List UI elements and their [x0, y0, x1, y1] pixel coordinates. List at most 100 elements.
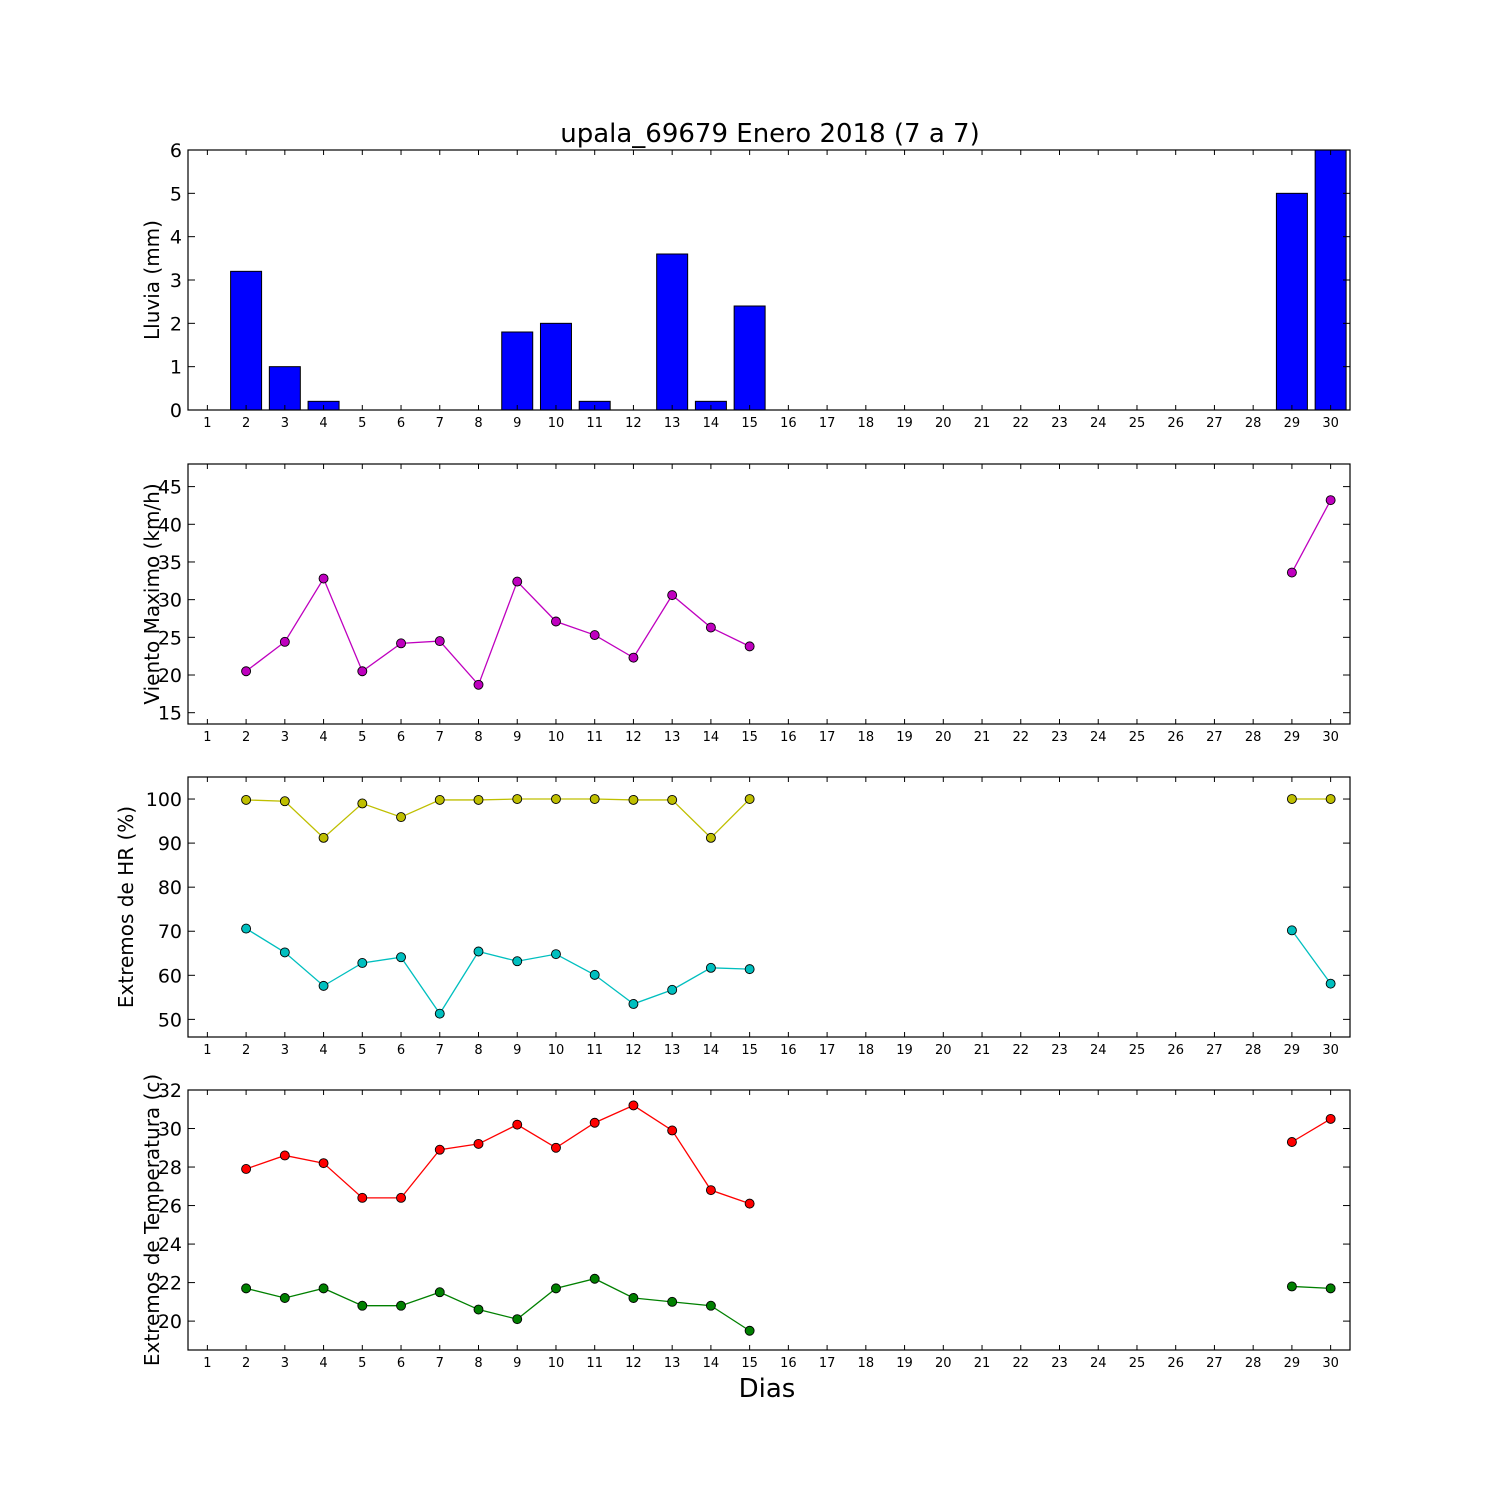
xtick-label: 10: [548, 1043, 565, 1058]
xtick-label: 30: [1322, 730, 1339, 745]
point-day-13: [667, 984, 678, 995]
xtick-label: 12: [625, 1356, 642, 1371]
xtick-label: 27: [1206, 1356, 1223, 1371]
point-day-6: [396, 952, 406, 963]
xtick-label: 21: [974, 416, 991, 431]
series-2-line: [1291, 1285, 1331, 1290]
xtick-label: 19: [896, 730, 913, 745]
series-2: [241, 1273, 1336, 1336]
xtick-label: 9: [513, 1356, 521, 1371]
xtick-label: 11: [586, 416, 603, 431]
point-day-4: [318, 832, 329, 843]
point-day-2: [241, 794, 252, 805]
xtick-label: 10: [548, 1356, 565, 1371]
series-2: [241, 923, 1336, 1019]
xtick-label: 28: [1245, 1043, 1262, 1058]
xtick-label: 19: [896, 416, 913, 431]
series-1-line: [245, 577, 750, 687]
xtick-label: 1: [203, 730, 211, 745]
y-axis-label: Viento Maximo (km/h): [140, 483, 164, 704]
xtick-label: 23: [1051, 730, 1068, 745]
ytick-label: 5: [170, 183, 182, 205]
xtick-label: 2: [242, 1356, 250, 1371]
point-day-6: [396, 1192, 406, 1203]
point-day-14: [705, 1185, 716, 1196]
xtick-label: 5: [358, 1043, 366, 1058]
xtick-label: 26: [1167, 1356, 1184, 1371]
axes-frame: [187, 463, 1351, 725]
point-day-11: [589, 969, 600, 980]
series-2-line: [245, 1278, 750, 1332]
point-day-5: [357, 666, 368, 677]
ytick-label: 1: [170, 357, 182, 379]
ytick-label: 4: [170, 227, 182, 249]
xtick-label: 1: [203, 1356, 211, 1371]
point-day-4: [318, 1283, 329, 1294]
xtick-label: 29: [1284, 1043, 1301, 1058]
xtick-label: 22: [1012, 1356, 1029, 1371]
xtick-label: 18: [858, 1043, 875, 1058]
ytick-label: 50: [158, 1009, 182, 1031]
point-day-5: [357, 798, 368, 809]
xtick-label: 12: [625, 1043, 642, 1058]
ytick-label: 2: [170, 313, 182, 335]
point-day-14: [705, 832, 716, 843]
xtick-label: 6: [397, 1043, 405, 1058]
xtick-label: 24: [1090, 416, 1107, 431]
point-day-13: [667, 1296, 678, 1307]
ytick-label: 20: [158, 1311, 182, 1333]
x-axis-label: Dias: [739, 1374, 796, 1404]
xtick-label: 6: [397, 1356, 405, 1371]
ytick-label: 0: [170, 400, 182, 422]
series-2-line: [245, 928, 750, 1015]
bar-day-2: [230, 270, 263, 411]
point-day-15: [744, 794, 755, 804]
ytick-label: 80: [158, 877, 182, 899]
point-day-7: [434, 1008, 445, 1019]
point-day-29: [1286, 1281, 1297, 1292]
ytick-label: 30: [158, 590, 182, 612]
xtick-label: 13: [664, 1356, 681, 1371]
point-day-13: [667, 794, 678, 805]
ytick-label: 22: [158, 1273, 182, 1295]
xtick-label: 29: [1284, 416, 1301, 431]
xtick-label: 2: [242, 416, 250, 431]
point-day-15: [744, 1325, 755, 1336]
point-day-13: [667, 1125, 678, 1136]
point-day-11: [589, 1273, 600, 1284]
point-day-9: [512, 956, 523, 967]
xtick-label: 8: [474, 1356, 482, 1371]
point-day-5: [357, 1192, 368, 1203]
ytick-label: 90: [158, 833, 182, 855]
bar-day-30: [1314, 149, 1347, 411]
xtick-label: 2: [242, 1043, 250, 1058]
xtick-label: 6: [397, 730, 405, 745]
point-day-6: [396, 638, 406, 649]
xtick-label: 12: [625, 730, 642, 745]
xtick-label: 14: [703, 1356, 720, 1371]
xtick-label: 1: [203, 1043, 211, 1058]
xtick-label: 25: [1129, 1356, 1146, 1371]
axes-frame: [187, 776, 1351, 1038]
xtick-label: 7: [436, 1043, 444, 1058]
xtick-label: 6: [397, 416, 405, 431]
xtick-label: 9: [513, 1043, 521, 1058]
point-day-2: [241, 923, 252, 934]
point-day-29: [1286, 1137, 1297, 1147]
ytick-label: 100: [146, 789, 182, 811]
point-day-7: [434, 794, 445, 805]
point-day-4: [318, 980, 329, 991]
chart-panel-2: 1 2 3 4 5 6 7 8 9 10 11 12 13 14 15 16 17 18 19 20 21 22 23 24 2…: [140, 463, 1351, 745]
xtick-label: 30: [1322, 1356, 1339, 1371]
bar-day-13: [656, 253, 689, 411]
xtick-label: 18: [858, 730, 875, 745]
bar-day-3: [268, 366, 301, 411]
xtick-label: 17: [819, 730, 836, 745]
xtick-label: 11: [586, 730, 603, 745]
xtick-label: 22: [1012, 1043, 1029, 1058]
xtick-label: 7: [436, 1356, 444, 1371]
point-day-14: [705, 1300, 716, 1311]
xtick-label: 8: [474, 416, 482, 431]
xtick-label: 10: [548, 730, 565, 745]
series-1: [241, 794, 1336, 843]
